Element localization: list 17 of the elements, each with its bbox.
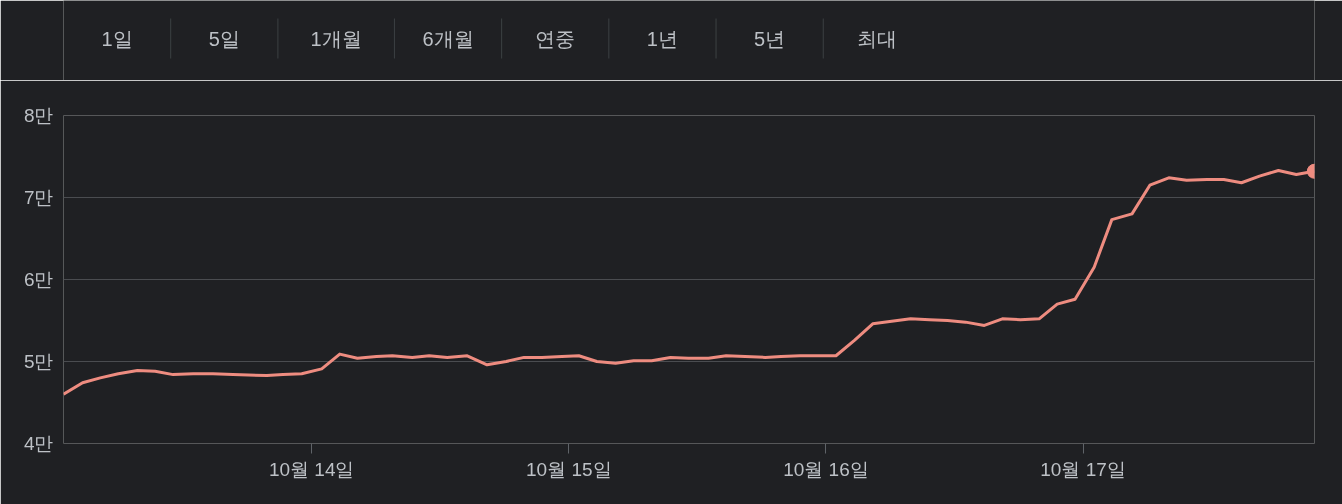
y-tick-label: 8만	[23, 105, 54, 126]
y-tick-label: 7만	[23, 187, 54, 208]
text: 1일	[101, 27, 133, 50]
text: 5일	[208, 27, 240, 50]
text: 6개월	[422, 27, 474, 50]
y-tick-label: 5만	[23, 351, 54, 372]
x-tick-label: 10월 16일	[783, 458, 869, 480]
x-tick-label: 10월 15일	[526, 458, 612, 480]
y-tick-label: 4만	[23, 433, 54, 454]
x-tick-label: 10월 17일	[1040, 458, 1126, 480]
y-tick-label: 6만	[23, 269, 54, 290]
text: 연중	[535, 27, 576, 50]
text: 5년	[754, 27, 786, 50]
x-tick-label: 10월 14일	[268, 458, 355, 480]
text: 1년	[646, 27, 678, 50]
text: 1개월	[310, 27, 362, 50]
text: 최대	[856, 27, 897, 50]
